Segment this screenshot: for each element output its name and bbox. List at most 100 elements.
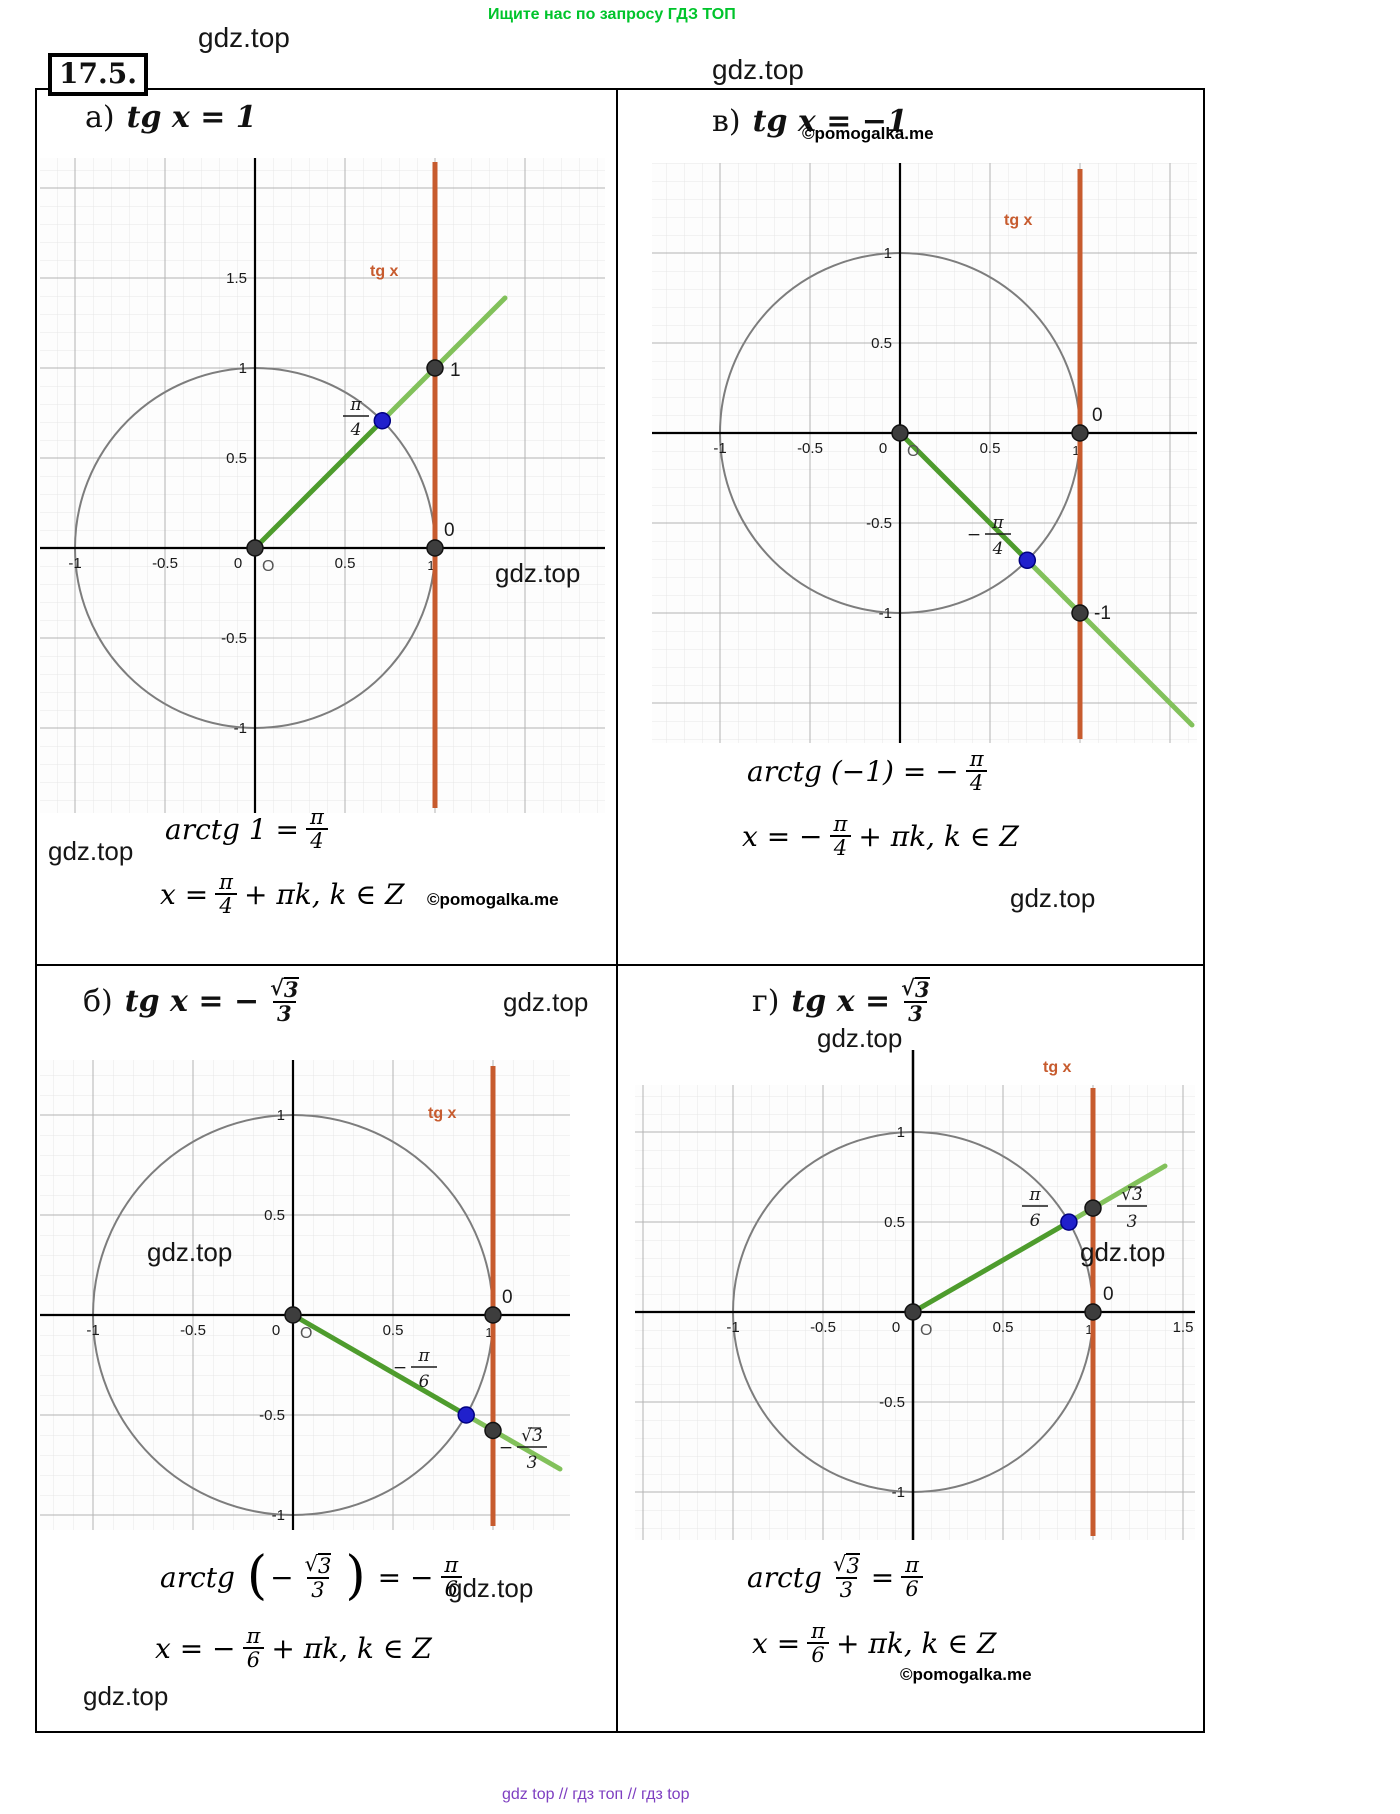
tangent-point	[426, 359, 444, 377]
tan-denominator: 3	[1127, 1212, 1138, 1232]
y-tick: -1	[272, 1507, 285, 1524]
y-tick: 0.5	[264, 1207, 285, 1224]
formula-text: x =	[752, 1626, 801, 1660]
panel-b-formula-2: x = − π 6 + πk, k ∈ Z	[155, 1625, 432, 1671]
x-tick: 0	[272, 1322, 280, 1339]
tangent-value-fraction: √3 3	[1117, 1185, 1147, 1232]
panel-g-label: г)	[752, 983, 780, 1019]
tan-numerator: √3	[1121, 1185, 1143, 1205]
y-tick: 1	[277, 1107, 285, 1124]
formula-text: =	[870, 1560, 895, 1594]
footer-tags: gdz top // гдз топ // гдз top	[502, 1786, 690, 1803]
x-tick: -1	[86, 1322, 99, 1339]
formula-text: x = −	[155, 1631, 236, 1665]
axis-point	[484, 1306, 502, 1324]
tangent-point	[1084, 1199, 1102, 1217]
formula-text: arctg	[747, 1560, 822, 1594]
x-tick: 0	[879, 440, 887, 457]
panel-b-title: б) tg x = − √ 3 3	[83, 976, 310, 1025]
formula-text: + πk, k ∈ Z	[243, 877, 405, 911]
watermark-pomogalka: ©pomogalka.me	[802, 124, 934, 143]
y-tick: -0.5	[221, 630, 247, 647]
origin-label: O	[907, 443, 919, 460]
y-tick: -0.5	[866, 515, 892, 532]
x-tick: 1	[1072, 443, 1079, 458]
tangent-line-label: tg x	[1004, 212, 1033, 229]
origin-label: O	[300, 1325, 312, 1342]
watermark-gdztop: gdz.top	[147, 1237, 233, 1267]
x-tick: 0.5	[993, 1319, 1014, 1336]
y-tick: -1	[234, 720, 247, 737]
axis-value-label: 0	[502, 1287, 513, 1308]
origin-point	[246, 539, 264, 557]
x-tick: 0.5	[335, 555, 356, 572]
x-tick: -1	[726, 1319, 739, 1336]
y-tick: 0.5	[884, 1214, 905, 1231]
panel-v-label: в)	[712, 104, 741, 139]
angle-denominator: 4	[992, 539, 1004, 559]
panel-b-label: б)	[83, 983, 113, 1019]
watermark-gdztop: gdz.top	[198, 22, 290, 53]
angle-sign: −	[393, 1358, 407, 1378]
axis-point	[1084, 1303, 1102, 1321]
tangent-line-label: tg x	[428, 1105, 457, 1122]
panel-v: в) tg x = −1 ©pomogalka.me gdz.top 1 0.5 …	[617, 88, 1205, 965]
angle-denominator: 6	[419, 1372, 430, 1392]
angle-denominator: 4	[350, 420, 362, 440]
angle-numerator: π	[991, 513, 1004, 533]
seo-header: Ищите нас по запросу ГДЗ ТОП	[488, 6, 736, 23]
y-tick: 1.5	[226, 270, 247, 287]
tangent-value-label: 1	[450, 360, 461, 381]
y-tick: 0.5	[871, 335, 892, 352]
paren-close: )	[345, 1546, 366, 1607]
formula-text: + πk, k ∈ Z	[271, 1631, 432, 1665]
axis-value-label: 0	[444, 520, 455, 541]
y-tick: -1	[879, 605, 892, 622]
tan-sign: −	[499, 1438, 513, 1458]
x-tick: 0.5	[383, 1322, 404, 1339]
x-tick: 1	[427, 558, 434, 573]
formula-text: arctg	[160, 1560, 235, 1594]
angle-fraction: π 6	[1022, 1185, 1048, 1231]
watermark-gdztop: gdz.top	[1010, 883, 1096, 913]
watermark-gdztop: gdz.top	[495, 558, 581, 588]
panel-a-title: а) tg x = 1	[85, 100, 257, 135]
panel-v-formula-2: x = − π 4 + πk, k ∈ Z	[742, 813, 1019, 859]
watermark-gdztop: gdz.top	[48, 836, 134, 866]
x-tick: 1	[485, 1325, 492, 1340]
formula-text: + πk, k ∈ Z	[858, 819, 1019, 853]
angle-denominator: 6	[1030, 1211, 1041, 1231]
y-tick: -0.5	[259, 1407, 285, 1424]
panel-a-equation: tg x = 1	[126, 100, 257, 135]
angle-fraction: − π 4	[967, 513, 1011, 559]
watermark-gdztop: gdz.top	[712, 54, 804, 85]
x-tick: -0.5	[180, 1322, 206, 1339]
angle-ray-light	[1066, 1163, 1168, 1225]
angle-ray-light	[463, 1412, 563, 1472]
fraction: √ 3 3	[304, 1552, 332, 1603]
tan-numerator: √3	[521, 1426, 543, 1446]
panel-a-formula-2: x = π 4 + πk, k ∈ Z	[160, 871, 404, 917]
fraction: √ 3 3	[901, 975, 930, 1027]
circle-point-blue	[457, 1406, 475, 1424]
x-tick: 1.5	[1173, 1319, 1194, 1336]
panel-g-formula-1: arctg √ 3 3 = π 6	[747, 1553, 930, 1601]
y-tick: -1	[892, 1484, 905, 1501]
angle-sign: −	[967, 525, 981, 545]
angle-ray	[910, 1219, 1072, 1315]
watermark-gdztop: gdz.top	[83, 1681, 169, 1711]
panel-v-title: в) tg x = −1	[712, 104, 908, 139]
y-tick: 1	[239, 360, 247, 377]
formula-text: x = −	[742, 819, 823, 853]
x-tick: -0.5	[810, 1319, 836, 1336]
watermark-pomogalka: ©pomogalka.me	[900, 1665, 1032, 1684]
watermark-gdztop: gdz.top	[817, 1023, 903, 1053]
formula-text: x =	[160, 877, 209, 911]
origin-point	[284, 1306, 302, 1324]
